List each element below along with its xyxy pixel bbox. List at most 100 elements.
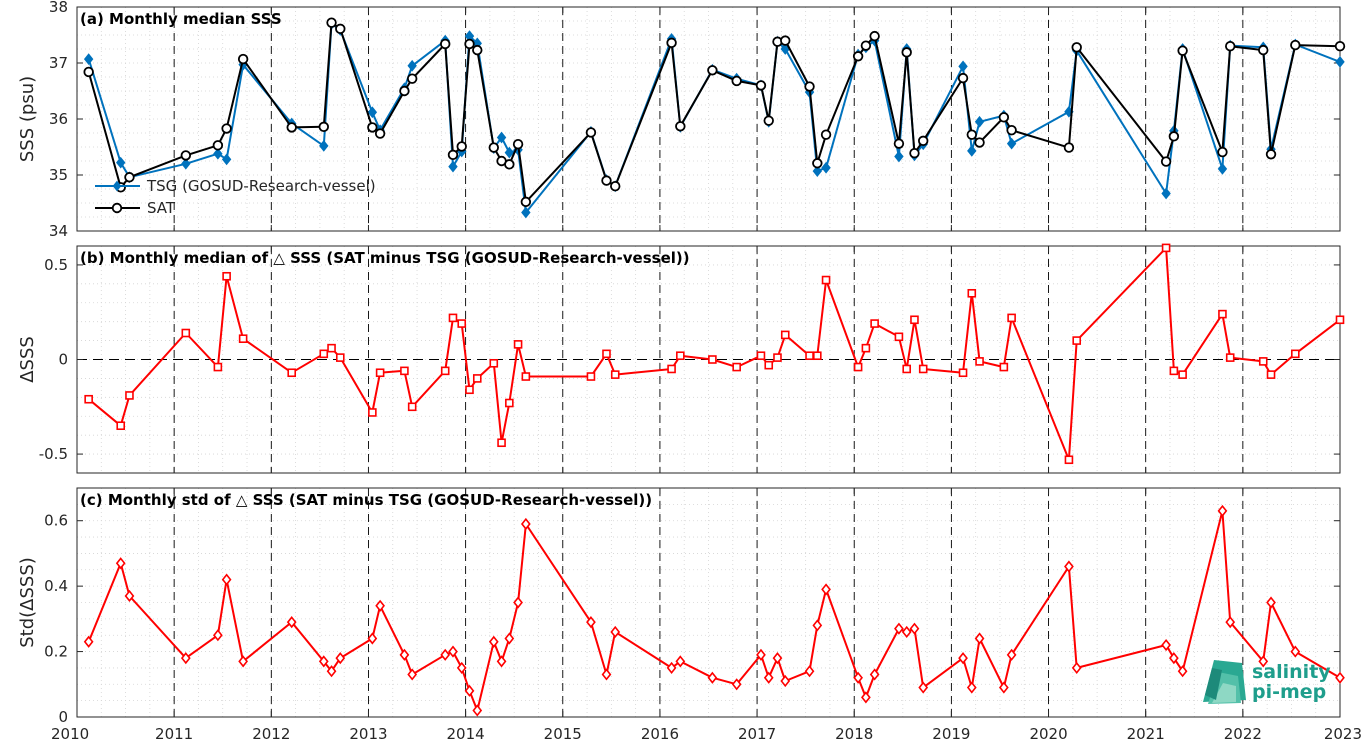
data-point bbox=[707, 671, 718, 684]
x-tick-label: 2020 bbox=[1029, 725, 1067, 743]
x-tick-label: 2014 bbox=[447, 725, 485, 743]
series-line bbox=[87, 509, 1341, 712]
data-point bbox=[504, 159, 515, 170]
data-point bbox=[780, 35, 791, 46]
data-point bbox=[1177, 665, 1188, 678]
legend-label: SAT bbox=[147, 199, 176, 217]
data-point bbox=[1290, 645, 1301, 658]
data-point bbox=[1064, 560, 1074, 573]
data-point bbox=[521, 372, 531, 381]
x-tick-label: 2012 bbox=[252, 725, 290, 743]
data-point bbox=[125, 391, 134, 400]
data-point bbox=[213, 362, 223, 372]
series-sat bbox=[83, 17, 1346, 208]
data-point bbox=[780, 43, 790, 55]
data-point bbox=[1064, 455, 1074, 465]
data-point bbox=[610, 370, 620, 379]
x-tick-label: 2023 bbox=[1324, 725, 1362, 743]
y-tick-label: 0.6 bbox=[44, 512, 68, 530]
data-point bbox=[83, 66, 94, 78]
data-point bbox=[763, 671, 774, 684]
data-point bbox=[1063, 142, 1075, 153]
data-point bbox=[456, 661, 467, 675]
data-point bbox=[869, 668, 880, 681]
data-point bbox=[957, 72, 969, 84]
data-point bbox=[731, 75, 742, 87]
data-point bbox=[456, 141, 467, 152]
data-point bbox=[326, 665, 337, 678]
data-point bbox=[853, 671, 863, 684]
data-point bbox=[504, 146, 515, 159]
data-point bbox=[520, 196, 532, 208]
data-point bbox=[1258, 44, 1269, 56]
data-point bbox=[1161, 638, 1171, 652]
data-point bbox=[1334, 41, 1346, 52]
data-point bbox=[869, 30, 880, 42]
y-tick-label: 0.5 bbox=[44, 256, 68, 274]
data-point bbox=[124, 172, 135, 183]
y-tick-label: 0.2 bbox=[44, 643, 68, 661]
data-point bbox=[448, 160, 458, 173]
data-point bbox=[400, 366, 409, 376]
data-point bbox=[894, 622, 904, 635]
legend-label: TSG (GOSUD-Research-vessel) bbox=[146, 177, 376, 195]
data-point bbox=[853, 362, 863, 372]
data-point bbox=[238, 334, 248, 343]
data-point bbox=[513, 596, 523, 609]
data-point bbox=[1161, 243, 1171, 253]
year-separators bbox=[173, 246, 1244, 473]
x-tick-label: 2022 bbox=[1224, 725, 1262, 743]
logo-text-salinity: salinity bbox=[1252, 661, 1331, 683]
data-point bbox=[958, 368, 968, 378]
data-point bbox=[238, 655, 248, 668]
data-point bbox=[780, 330, 790, 340]
data-point bbox=[1291, 349, 1300, 359]
data-point bbox=[319, 349, 329, 359]
data-point bbox=[399, 648, 410, 661]
data-point bbox=[821, 275, 831, 285]
data-point bbox=[585, 127, 597, 138]
data-point bbox=[237, 53, 249, 65]
data-point bbox=[115, 557, 126, 570]
legend: TSG (GOSUD-Research-vessel) SAT bbox=[95, 177, 376, 217]
data-point bbox=[1335, 55, 1345, 68]
data-point bbox=[1265, 149, 1277, 160]
data-point bbox=[505, 398, 514, 408]
data-point bbox=[812, 619, 823, 632]
data-point bbox=[407, 59, 417, 72]
data-point bbox=[124, 589, 135, 603]
data-point bbox=[116, 156, 126, 169]
data-point bbox=[367, 122, 378, 133]
y-tick-label: 34 bbox=[49, 222, 68, 240]
data-point bbox=[610, 625, 621, 639]
data-point bbox=[286, 122, 297, 133]
data-point bbox=[666, 661, 677, 675]
data-point bbox=[326, 17, 337, 28]
x-tick-label: 2019 bbox=[932, 725, 970, 743]
y-tick-label: 38 bbox=[49, 0, 68, 16]
panel-title: (a) Monthly median SSS bbox=[80, 10, 282, 28]
data-point bbox=[367, 106, 378, 119]
y-tick-label: 36 bbox=[49, 110, 68, 128]
y-tick-label: 0 bbox=[58, 708, 68, 726]
data-point bbox=[335, 652, 346, 665]
data-point bbox=[1217, 146, 1228, 158]
data-point bbox=[488, 635, 499, 648]
data-point bbox=[918, 364, 928, 374]
data-point bbox=[464, 684, 475, 697]
data-point bbox=[319, 139, 329, 152]
data-point bbox=[488, 142, 499, 153]
data-point bbox=[1258, 357, 1268, 366]
panel-c-std-delta-sss: 0 0.2 0.4 0.6 2010 2011 2012 2013 2014 2015 2016 20… bbox=[17, 487, 1362, 743]
data-point bbox=[918, 135, 929, 147]
data-point bbox=[286, 616, 297, 629]
data-point bbox=[805, 351, 814, 361]
legend-item: TSG (GOSUD-Research-vessel) bbox=[95, 177, 376, 195]
data-point bbox=[287, 368, 297, 378]
x-tick-label: 2018 bbox=[835, 725, 873, 743]
data-point bbox=[374, 128, 386, 139]
data-point bbox=[780, 674, 791, 688]
data-point bbox=[586, 616, 596, 629]
data-point bbox=[1266, 596, 1276, 609]
data-point bbox=[1071, 42, 1082, 53]
